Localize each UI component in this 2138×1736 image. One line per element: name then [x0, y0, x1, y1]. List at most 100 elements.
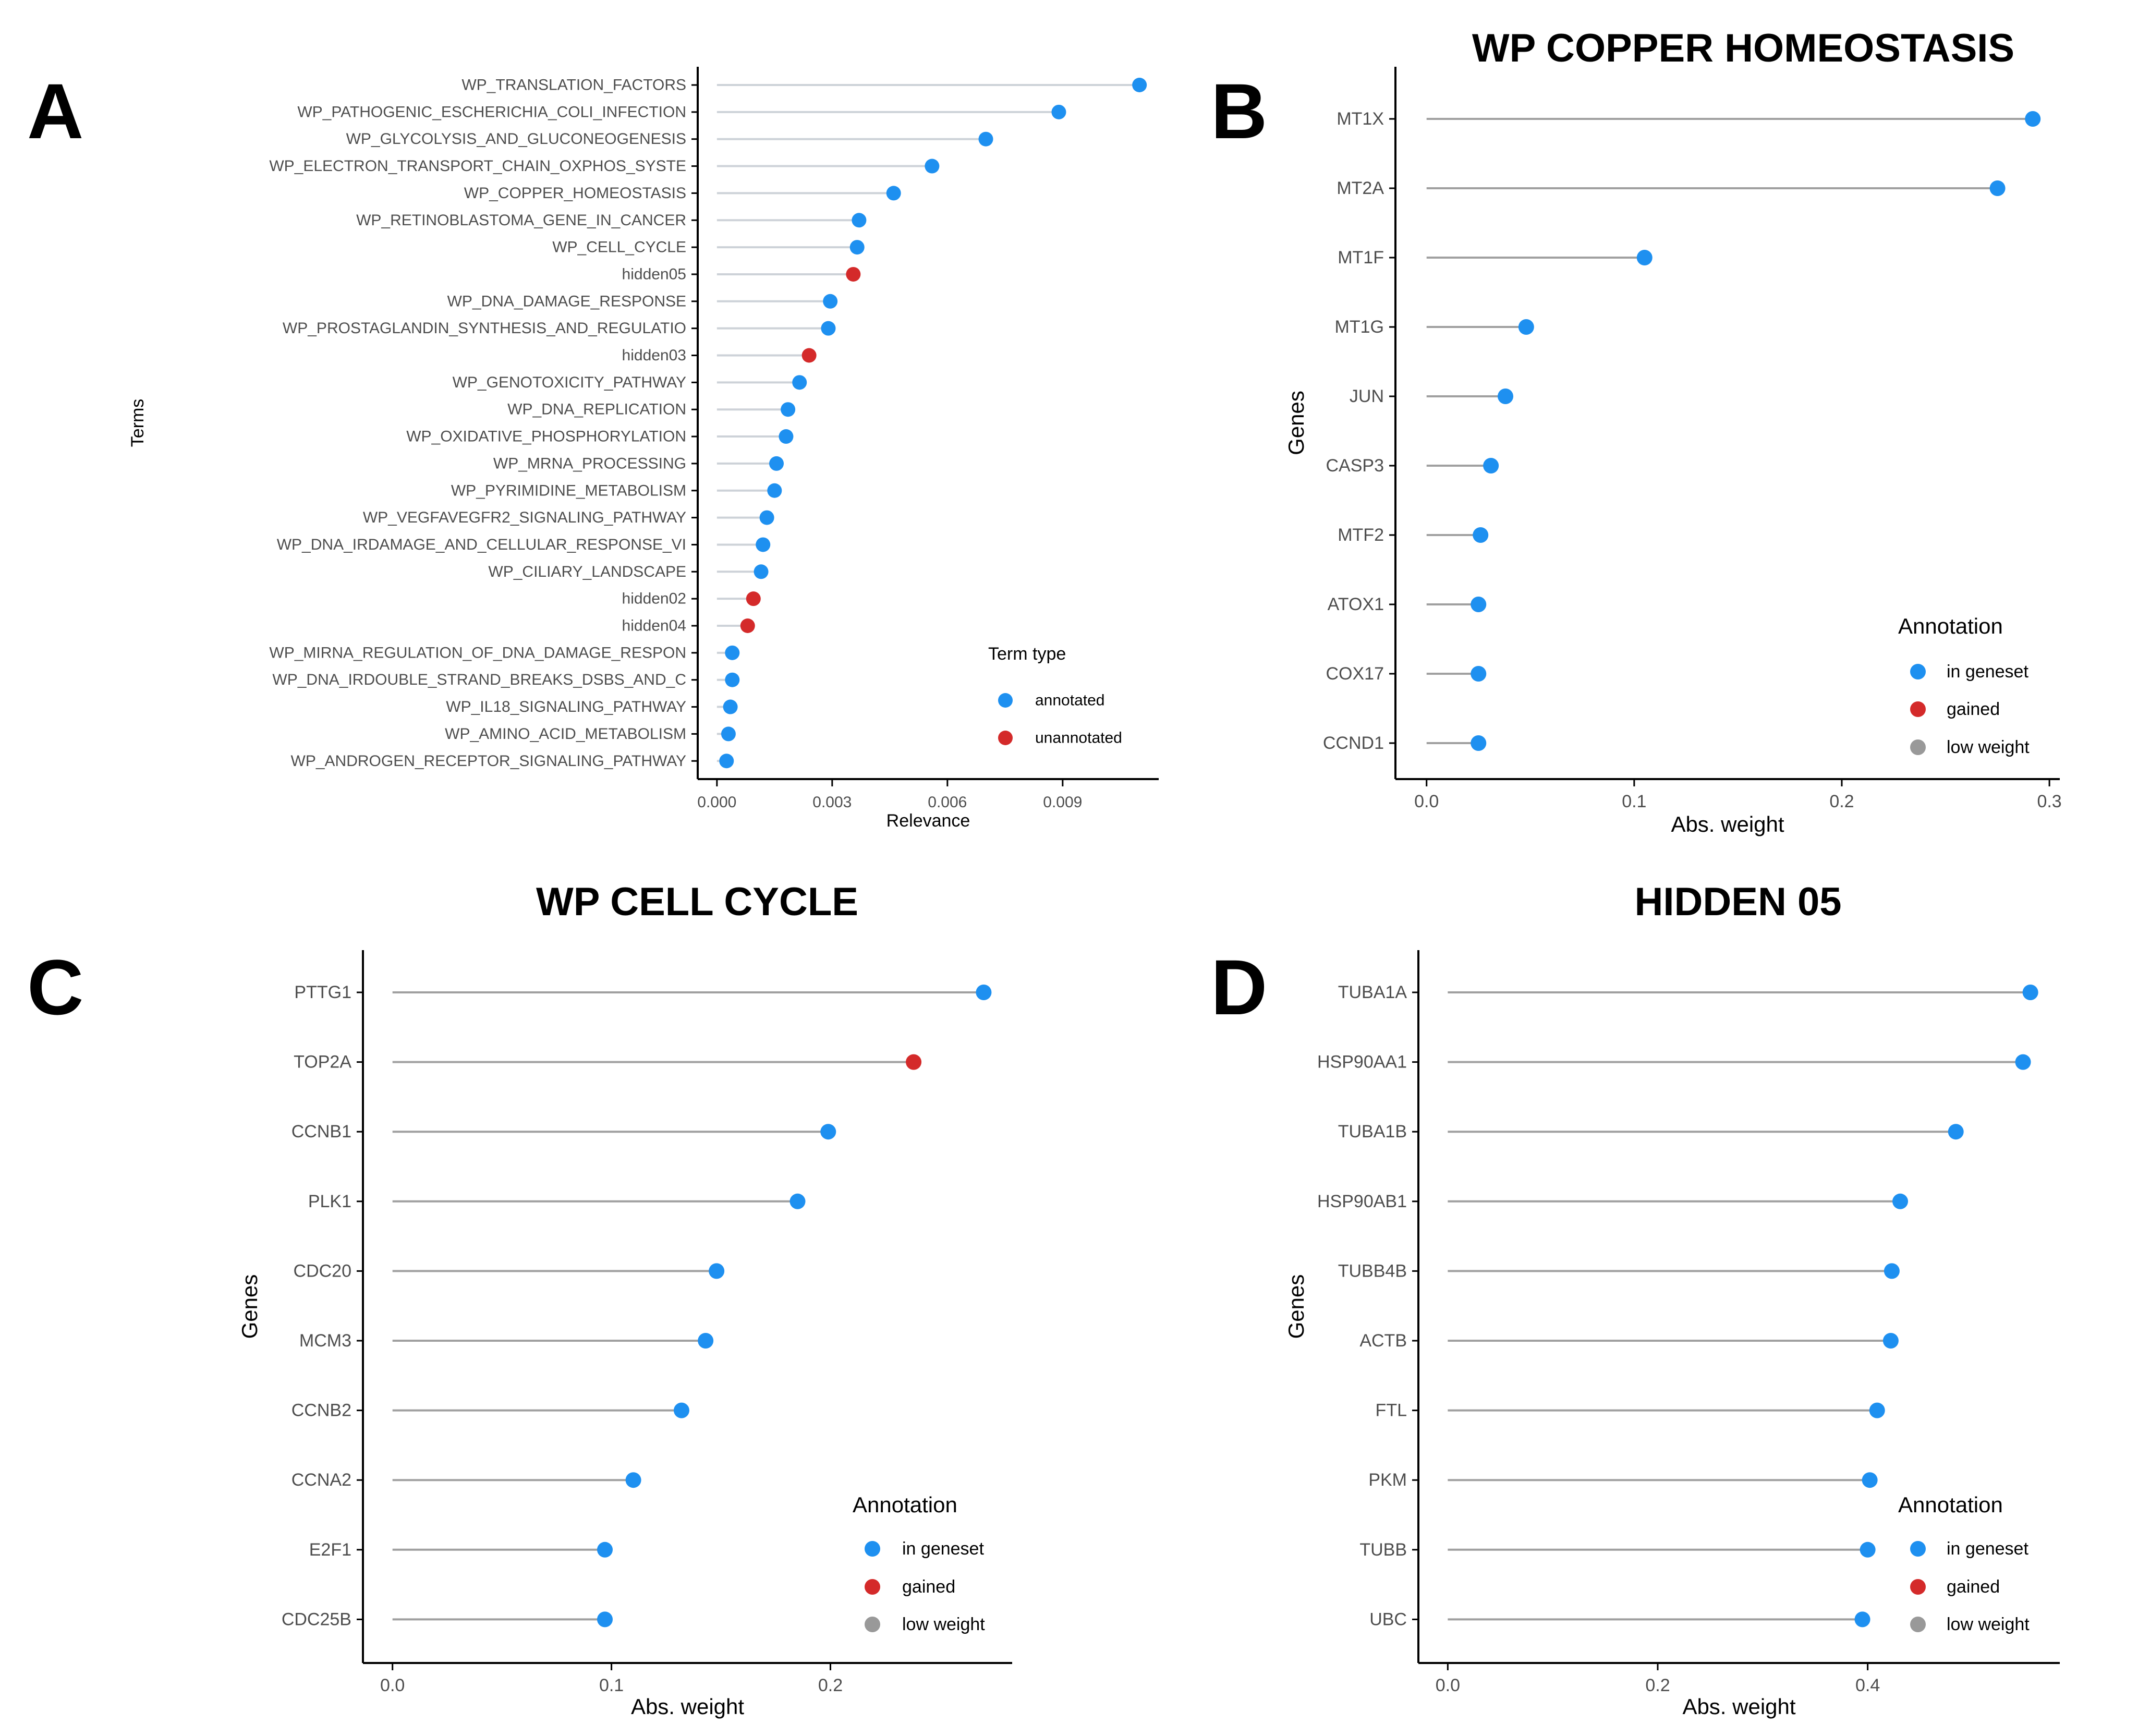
- y-tick-label-d: FTL: [1376, 1401, 1407, 1421]
- legend-key-b: [1910, 739, 1926, 755]
- y-tick-label-a: hidden05: [622, 265, 686, 283]
- point-a: [925, 159, 940, 174]
- y-tick-label-a: WP_OXIDATIVE_PHOSPHORYLATION: [406, 428, 686, 445]
- y-tick-label-a: WP_GENOTOXICITY_PATHWAY: [453, 374, 686, 391]
- legend-key-c: [865, 1541, 880, 1557]
- x-tick-label-b: 0.2: [1829, 792, 1854, 811]
- point-a: [1051, 104, 1066, 119]
- point-d: [1884, 1263, 1900, 1279]
- point-a: [978, 131, 993, 147]
- point-c: [597, 1611, 613, 1628]
- legend-b: Annotation in geneset gained low weight: [1898, 614, 2030, 757]
- point-d: [2022, 985, 2038, 1000]
- x-axis-label-d: Abs. weight: [1682, 1694, 1795, 1719]
- point-a: [723, 699, 738, 714]
- x-axis-label-b: Abs. weight: [1671, 812, 1784, 836]
- point-a: [886, 186, 901, 201]
- y-tick-label-c: CCNB2: [291, 1401, 351, 1421]
- y-tick-label-c: PTTG1: [294, 982, 351, 1002]
- y-tick-label-a: WP_VEGFAVEGFR2_SIGNALING_PATHWAY: [363, 509, 686, 526]
- x-tick-label-c: 0.0: [380, 1676, 405, 1695]
- legend-title-d: Annotation: [1898, 1492, 2003, 1517]
- y-tick-label-a: WP_DNA_DAMAGE_RESPONSE: [447, 293, 686, 310]
- point-d: [1862, 1472, 1878, 1488]
- point-b: [1473, 527, 1489, 543]
- y-tick-label-b: MT1G: [1335, 317, 1384, 337]
- legend-key-a: [998, 693, 1013, 708]
- point-a: [1132, 78, 1147, 92]
- point-a: [721, 726, 736, 742]
- y-tick-label-c: PLK1: [308, 1192, 351, 1211]
- point-a: [759, 510, 774, 525]
- point-b: [1471, 597, 1487, 612]
- point-a: [792, 375, 807, 390]
- y-tick-label-a: WP_AMINO_ACID_METABOLISM: [445, 725, 686, 743]
- y-tick-label-a: WP_IL18_SIGNALING_PATHWAY: [446, 698, 686, 715]
- point-a: [754, 564, 769, 579]
- x-tick-label-b: 0.0: [1414, 792, 1439, 811]
- legend-a: Term type annotated unannotated: [988, 644, 1122, 747]
- legend-key-b: [1910, 701, 1926, 717]
- y-tick-label-d: ACTB: [1359, 1331, 1407, 1351]
- y-tick-label-d: PKM: [1368, 1470, 1407, 1490]
- x-tick-label-b: 0.3: [2037, 792, 2061, 811]
- y-tick-label-a: WP_GLYCOLYSIS_AND_GLUCONEOGENESIS: [346, 130, 686, 148]
- y-tick-label-d: TUBB: [1359, 1540, 1407, 1560]
- y-tick-label-d: HSP90AB1: [1317, 1192, 1407, 1211]
- point-d: [2015, 1054, 2031, 1070]
- x-tick-label-d: 0.4: [1855, 1676, 1880, 1695]
- legend-label-d: low weight: [1947, 1614, 2030, 1634]
- point-a: [801, 348, 817, 363]
- y-tick-label-a: WP_PYRIMIDINE_METABOLISM: [451, 482, 686, 499]
- y-tick-label-b: CCND1: [1323, 733, 1384, 753]
- panel-letter-c: C: [27, 943, 83, 1031]
- y-tick-label-a: WP_COPPER_HOMEOSTASIS: [464, 185, 686, 202]
- point-b: [1471, 735, 1487, 751]
- y-tick-label-d: HSP90AA1: [1317, 1052, 1407, 1072]
- legend-label-c: in geneset: [902, 1539, 984, 1559]
- legend-title-a: Term type: [988, 644, 1066, 664]
- x-tick-label-d: 0.0: [1436, 1676, 1460, 1695]
- panel-letter-d: D: [1211, 943, 1267, 1031]
- y-tick-label-a: WP_PATHOGENIC_ESCHERICHIA_COLI_INFECTION: [297, 103, 686, 120]
- y-tick-label-a: hidden03: [622, 347, 686, 364]
- y-tick-label-b: MTF2: [1338, 525, 1384, 545]
- point-c: [976, 985, 992, 1000]
- point-a: [725, 645, 740, 660]
- y-tick-label-a: WP_MIRNA_REGULATION_OF_DNA_DAMAGE_RESPON: [269, 644, 686, 661]
- y-tick-label-a: WP_DNA_IRDAMAGE_AND_CELLULAR_RESPONSE_VI: [277, 536, 686, 553]
- point-d: [1948, 1124, 1964, 1140]
- point-c: [709, 1263, 725, 1279]
- y-tick-label-a: WP_RETINOBLASTOMA_GENE_IN_CANCER: [356, 212, 686, 229]
- y-tick-label-d: TUBA1A: [1338, 982, 1407, 1002]
- y-tick-label-a: WP_PROSTAGLANDIN_SYNTHESIS_AND_REGULATIO: [283, 320, 686, 337]
- x-tick-label-a: 0.000: [697, 794, 736, 811]
- point-a: [719, 754, 734, 769]
- point-c: [625, 1472, 641, 1488]
- legend-label-b: gained: [1947, 699, 2000, 719]
- y-tick-label-d: TUBB4B: [1338, 1261, 1407, 1281]
- y-tick-label-a: WP_CILIARY_LANDSCAPE: [488, 563, 686, 580]
- point-a: [756, 537, 771, 552]
- x-tick-label-a: 0.009: [1043, 794, 1082, 811]
- x-tick-label-d: 0.2: [1645, 1676, 1670, 1695]
- y-tick-label-d: TUBA1B: [1338, 1122, 1407, 1142]
- point-a: [823, 294, 838, 309]
- y-tick-label-b: JUN: [1350, 386, 1384, 406]
- point-b: [1483, 458, 1499, 474]
- point-c: [789, 1193, 806, 1209]
- point-a: [821, 321, 836, 336]
- legend-key-d: [1910, 1579, 1926, 1595]
- point-d: [1882, 1333, 1899, 1349]
- y-tick-label-a: hidden02: [622, 590, 686, 608]
- legend-title-b: Annotation: [1898, 614, 2003, 638]
- point-a: [767, 483, 782, 498]
- y-tick-label-a: WP_ELECTRON_TRANSPORT_CHAIN_OXPHOS_SYSTE: [269, 157, 686, 175]
- y-tick-label-d: UBC: [1369, 1609, 1407, 1629]
- y-tick-label-c: CCNA2: [291, 1470, 351, 1490]
- panel-c: C WP CELL CYCLE 0.0 0.1 0.2 Abs. weight Genes P…: [27, 880, 1012, 1719]
- legend-c: Annotation in geneset gained low weight: [853, 1492, 985, 1634]
- point-b: [1989, 180, 2006, 196]
- point-d: [1869, 1402, 1885, 1418]
- panel-letter-b: B: [1211, 67, 1267, 155]
